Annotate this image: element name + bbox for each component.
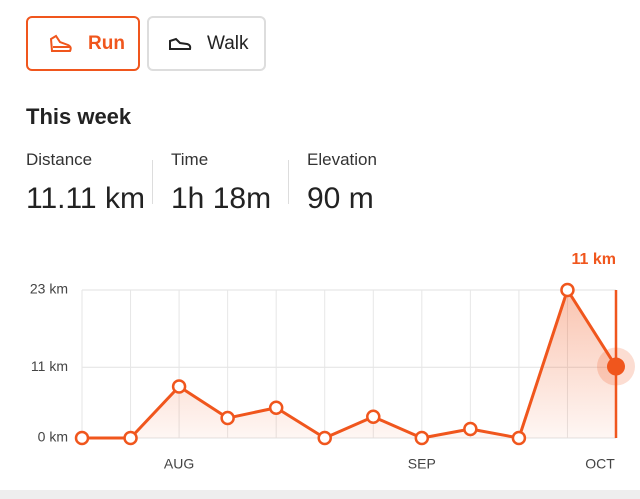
run-tab[interactable]: Run <box>26 16 140 71</box>
divider <box>288 160 289 204</box>
y-tick-label: 11 km <box>31 358 68 374</box>
stat: Time 1h 18m <box>171 150 271 216</box>
stat: Distance 11.11 km <box>26 150 145 216</box>
point <box>317 430 332 446</box>
point <box>511 430 527 446</box>
footer-strip <box>0 490 640 499</box>
line <box>82 288 618 440</box>
stat-label: Time <box>171 150 209 169</box>
point <box>171 379 187 394</box>
point <box>366 409 381 425</box>
section-title: This week <box>26 104 132 129</box>
point <box>220 410 235 426</box>
point <box>74 430 90 446</box>
area <box>82 290 616 438</box>
annotation: 11 km <box>572 251 616 268</box>
tab-label: Run <box>88 32 125 54</box>
point <box>463 421 478 437</box>
chart: 0 km 11 km 23 km AUG SEP OCT 11 km <box>30 251 635 472</box>
tab-label: Walk <box>207 32 249 54</box>
point <box>414 430 430 446</box>
x-tick-label: AUG <box>164 456 194 472</box>
stat-label: Distance <box>26 150 93 169</box>
point <box>560 282 575 298</box>
x-tick-label: SEP <box>408 456 436 472</box>
y-tick-label: 0 km <box>38 429 68 445</box>
y-tick-label: 23 km <box>30 281 68 297</box>
stat-value: 1h 18m <box>171 182 272 215</box>
walk-icon <box>169 37 192 50</box>
point <box>123 430 138 446</box>
point <box>607 357 625 376</box>
stat-value: 11.11 km <box>26 182 145 215</box>
walk-tab[interactable]: Walk <box>147 16 266 71</box>
stat-label: Elevation <box>307 150 377 169</box>
x-tick-label: OCT <box>585 456 615 472</box>
point <box>268 400 284 416</box>
divider <box>152 160 153 204</box>
stat-value: 90 m <box>307 182 374 215</box>
stat: Elevation 90 m <box>307 150 377 216</box>
run-icon <box>49 34 72 52</box>
